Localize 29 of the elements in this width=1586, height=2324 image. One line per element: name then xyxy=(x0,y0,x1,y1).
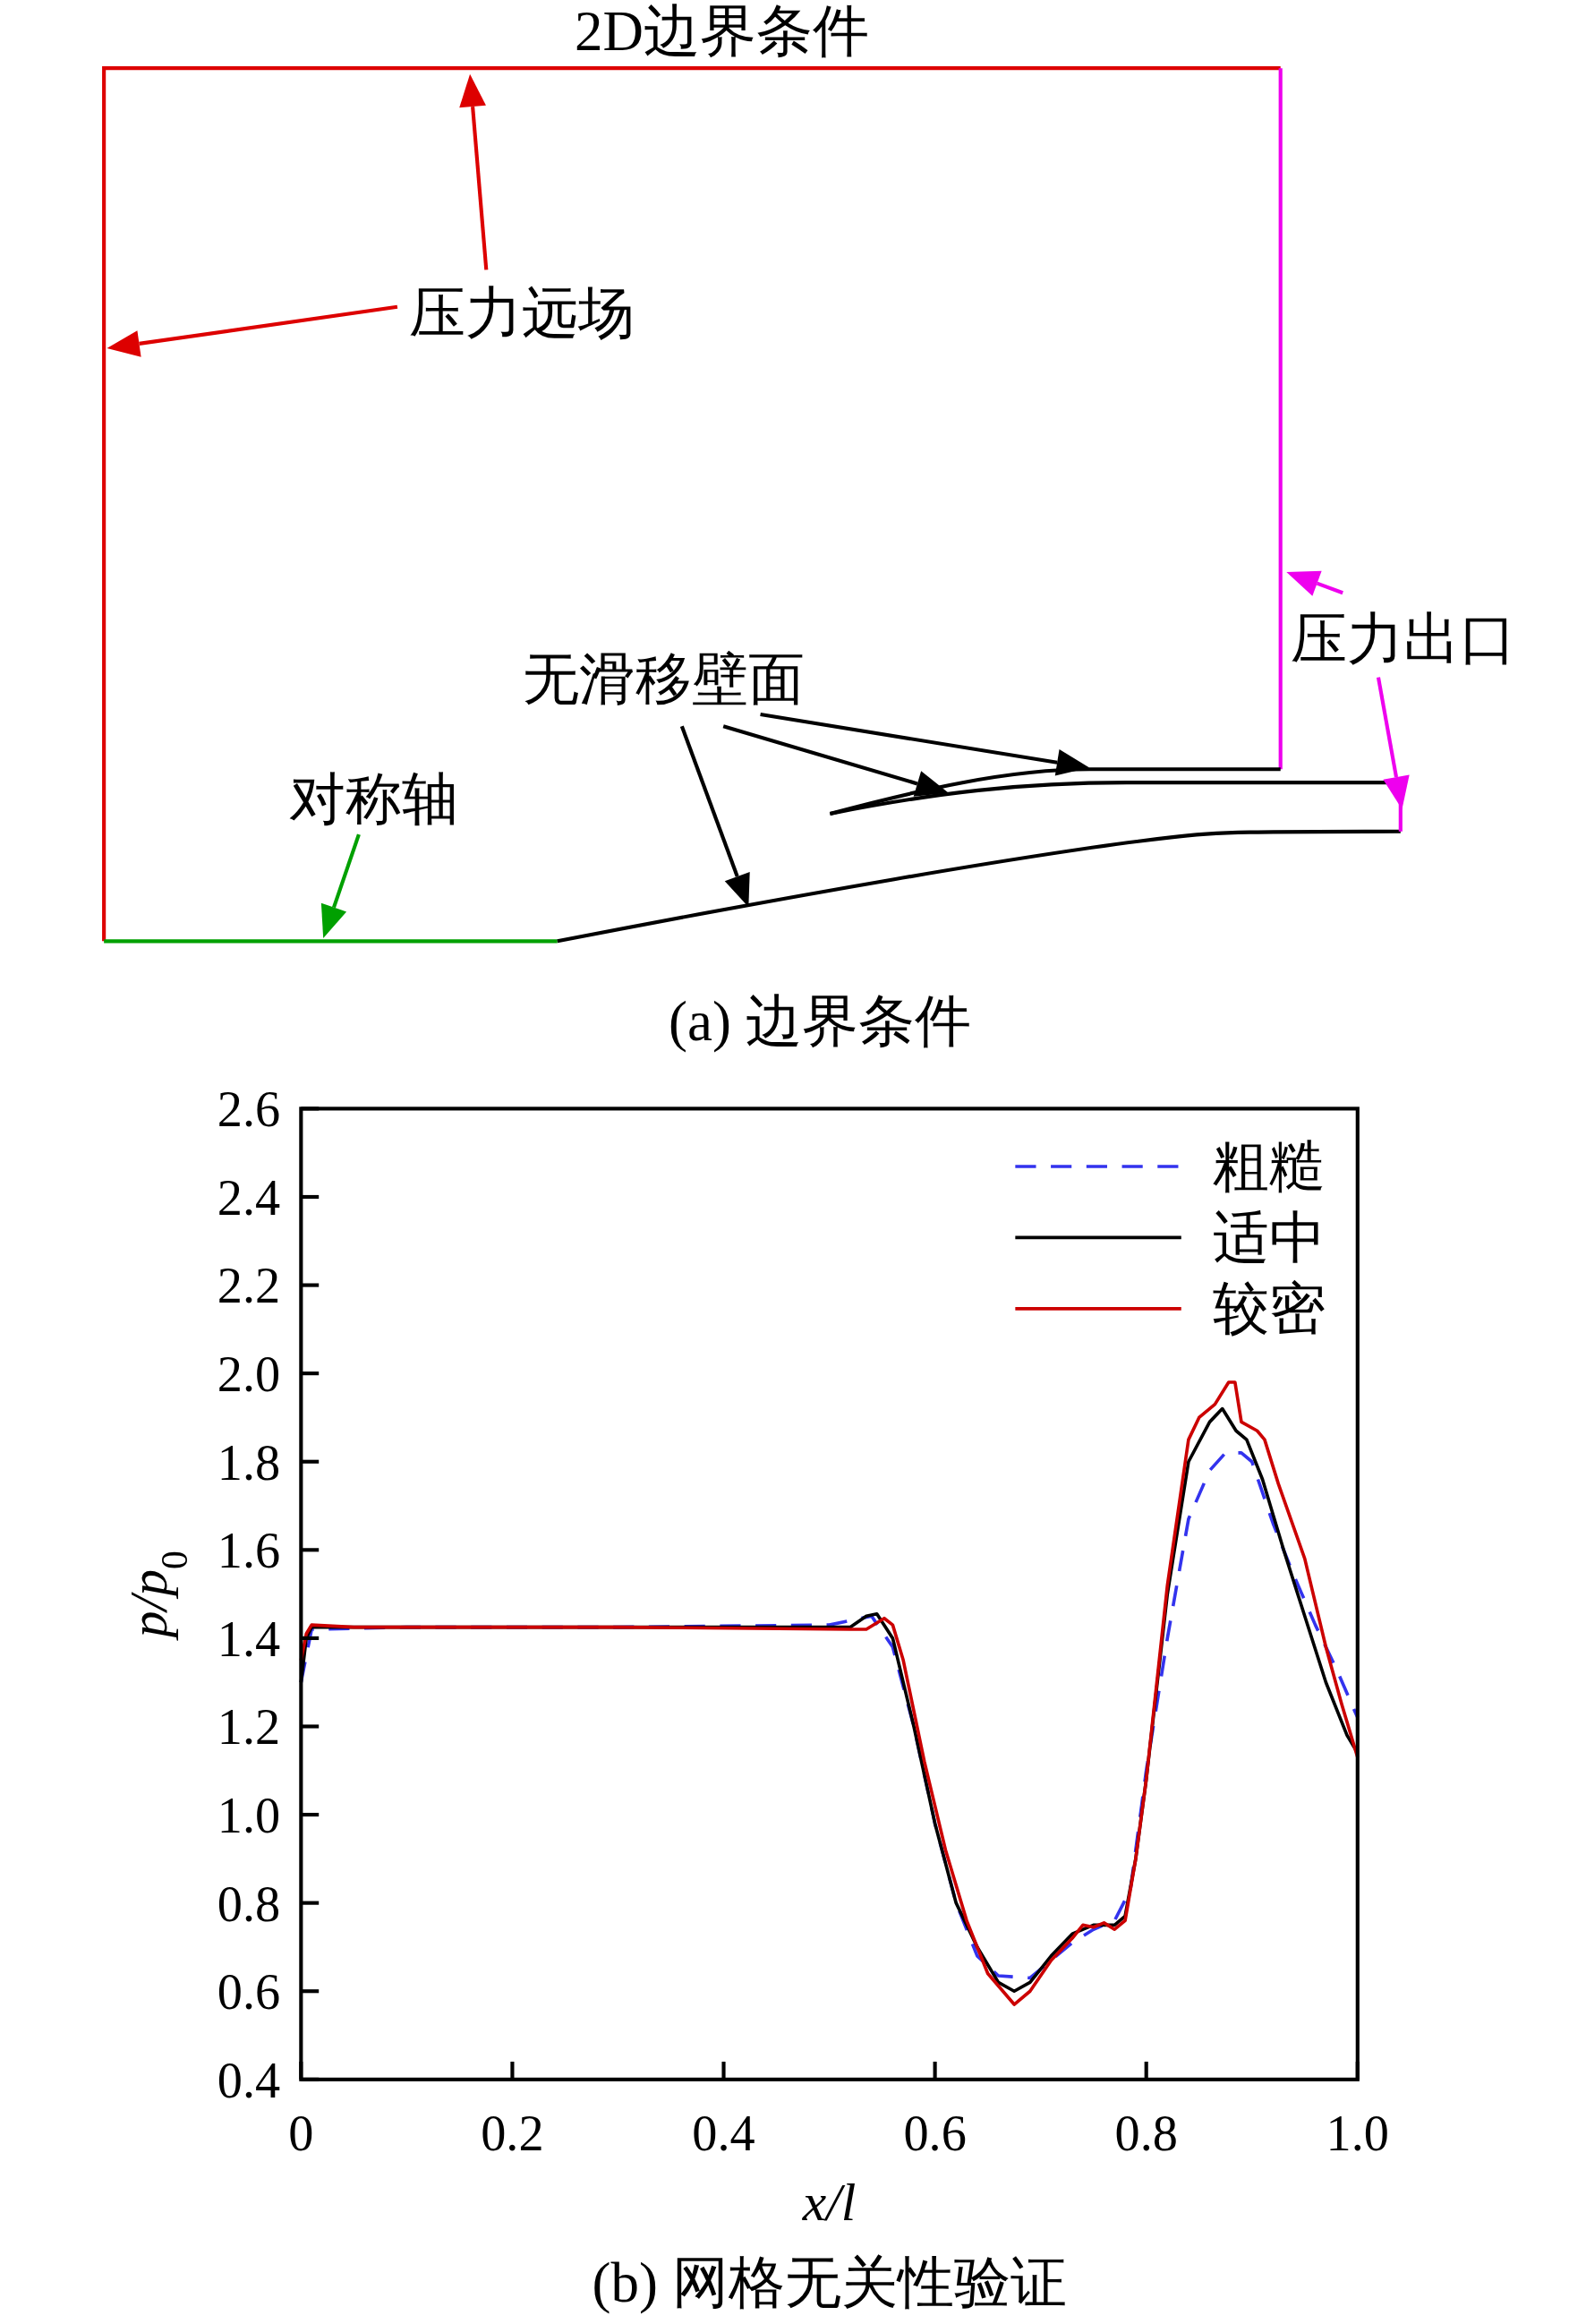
text: 无滑移壁面 xyxy=(523,647,806,711)
text: (b) 网格无关性验证 xyxy=(592,2251,1067,2315)
x-tick-label: 1.0 xyxy=(1326,2106,1389,2162)
x-tick-label: 0.6 xyxy=(903,2106,967,2162)
y-tick-label: 2.0 xyxy=(217,1346,281,1403)
x-tick-label: 0.8 xyxy=(1114,2106,1178,2162)
text: (a) 边界条件 xyxy=(669,990,971,1054)
y-tick-label: 2.2 xyxy=(217,1258,281,1314)
y-tick-label: 2.4 xyxy=(217,1169,281,1226)
legend-label: 较密 xyxy=(1212,1277,1326,1341)
y-tick-label: 0.8 xyxy=(217,1875,281,1932)
y-tick-label: 1.0 xyxy=(217,1787,281,1843)
text: 2D边界条件 xyxy=(575,0,869,64)
y-tick-label: 0.6 xyxy=(217,1964,281,2021)
x-tick-label: 0 xyxy=(288,2106,314,2162)
y-tick-label: 1.8 xyxy=(217,1434,281,1491)
y-tick-label: 1.4 xyxy=(217,1611,281,1667)
text: 压力出口 xyxy=(1291,608,1517,671)
text: 压力远场 xyxy=(409,281,635,345)
y-tick-label: 0.4 xyxy=(217,2052,281,2108)
legend-label: 粗糙 xyxy=(1212,1135,1326,1199)
text: 对称轴 xyxy=(288,767,458,831)
legend-label: 适中 xyxy=(1212,1206,1326,1269)
x-tick-label: 0.4 xyxy=(692,2106,755,2162)
x-tick-label: 0.2 xyxy=(481,2106,544,2162)
x-axis-title: x/l xyxy=(801,2173,857,2233)
y-tick-label: 1.2 xyxy=(217,1699,281,1756)
y-tick-label: 1.6 xyxy=(217,1523,281,1579)
y-tick-label: 2.6 xyxy=(217,1081,281,1138)
